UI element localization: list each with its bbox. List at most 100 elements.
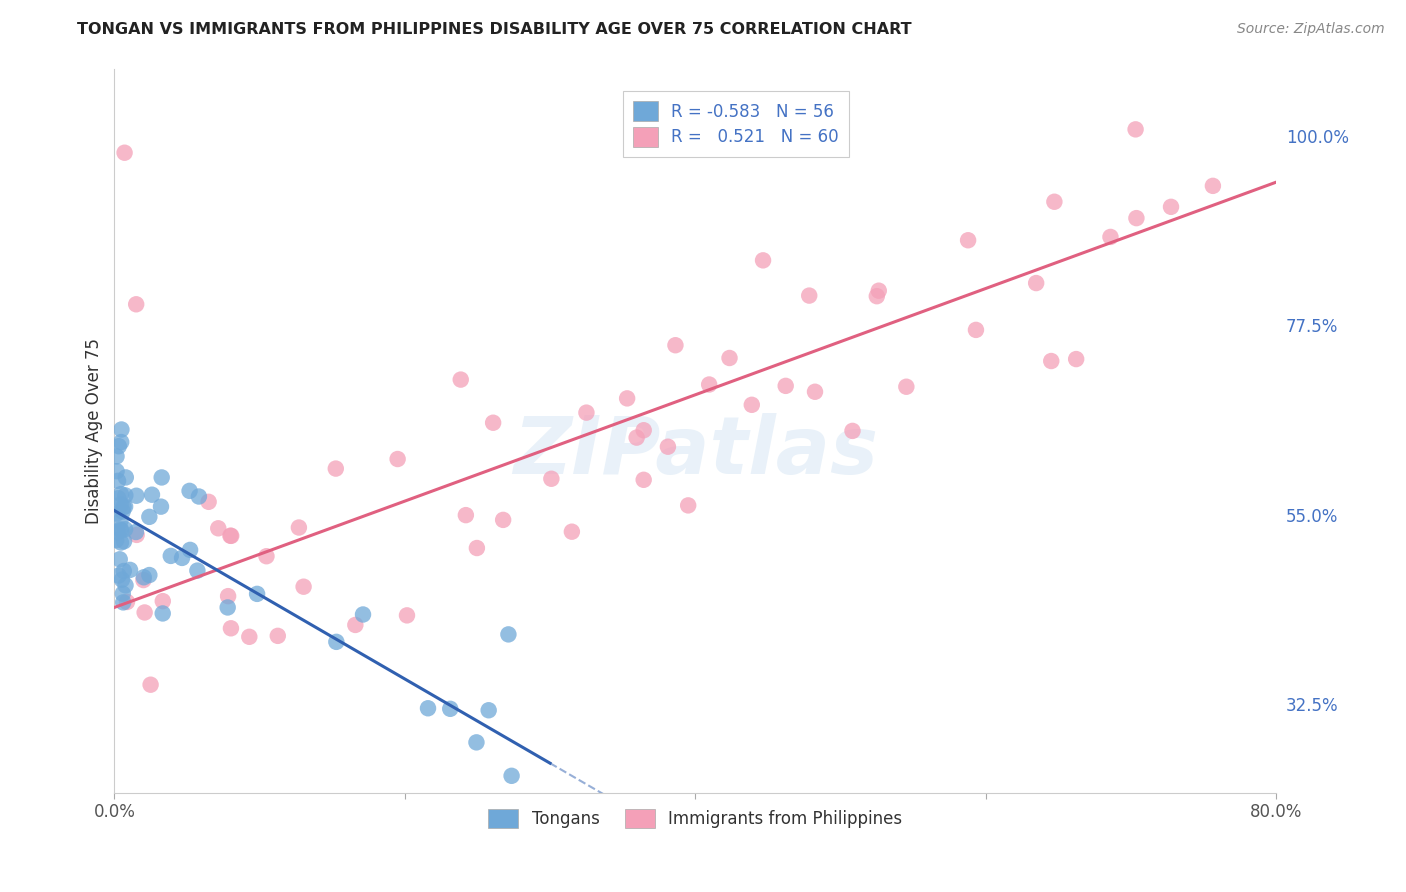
Point [179, 542, 201, 557]
Point [114, 145, 136, 160]
Point [150, 500, 173, 514]
Point [664, 338, 686, 352]
Point [108, 552, 131, 566]
Point [125, 524, 148, 539]
Point [478, 703, 501, 717]
Point [465, 735, 488, 749]
Point [115, 595, 138, 609]
Point [125, 489, 148, 503]
Point [138, 509, 160, 524]
Point [238, 630, 260, 644]
Point [697, 377, 720, 392]
Point [219, 621, 242, 635]
Point [633, 423, 655, 437]
Point [439, 702, 461, 716]
Point [325, 461, 347, 475]
Point [105, 450, 128, 464]
Point [105, 525, 128, 540]
Y-axis label: Disability Age Over 75: Disability Age Over 75 [86, 337, 103, 524]
Point [112, 595, 135, 609]
Point [866, 289, 889, 303]
Point [110, 514, 132, 528]
Point [186, 564, 208, 578]
Point [114, 522, 136, 536]
Point [256, 549, 278, 564]
Point [217, 589, 239, 603]
Point [633, 473, 655, 487]
Point [626, 431, 648, 445]
Point [110, 522, 132, 536]
Point [125, 297, 148, 311]
Text: TONGAN VS IMMIGRANTS FROM PHILIPPINES DISABILITY AGE OVER 75 CORRELATION CHART: TONGAN VS IMMIGRANTS FROM PHILIPPINES DI… [77, 22, 912, 37]
Point [139, 678, 162, 692]
Point [107, 568, 129, 582]
Point [1099, 230, 1122, 244]
Point [1160, 200, 1182, 214]
Point [152, 594, 174, 608]
Point [775, 379, 797, 393]
Point [105, 533, 128, 547]
Point [138, 568, 160, 582]
Point [325, 635, 347, 649]
Point [132, 573, 155, 587]
Point [110, 498, 132, 512]
Point [110, 524, 132, 538]
Point [105, 464, 128, 478]
Point [114, 470, 136, 484]
Point [112, 534, 135, 549]
Point [1043, 194, 1066, 209]
Point [141, 488, 163, 502]
Point [288, 520, 311, 534]
Legend: Tongans, Immigrants from Philippines: Tongans, Immigrants from Philippines [482, 803, 908, 835]
Text: Source: ZipAtlas.com: Source: ZipAtlas.com [1237, 22, 1385, 37]
Point [179, 483, 201, 498]
Point [387, 452, 409, 467]
Point [110, 487, 132, 501]
Point [1064, 352, 1087, 367]
Point [616, 392, 638, 406]
Point [395, 608, 418, 623]
Point [454, 508, 477, 523]
Point [540, 472, 562, 486]
Point [107, 491, 129, 506]
Point [112, 500, 135, 514]
Point [344, 618, 367, 632]
Point [965, 323, 987, 337]
Point [159, 549, 181, 563]
Point [841, 424, 863, 438]
Point [217, 600, 239, 615]
Point [1025, 276, 1047, 290]
Point [804, 384, 827, 399]
Point [118, 563, 141, 577]
Point [111, 573, 134, 587]
Point [246, 587, 269, 601]
Point [575, 406, 598, 420]
Point [114, 488, 136, 502]
Point [868, 284, 890, 298]
Point [657, 440, 679, 454]
Point [150, 470, 173, 484]
Point [1040, 354, 1063, 368]
Point [107, 474, 129, 488]
Point [741, 398, 763, 412]
Point [752, 253, 775, 268]
Point [482, 416, 505, 430]
Point [561, 524, 583, 539]
Point [799, 288, 821, 302]
Point [450, 373, 472, 387]
Point [292, 580, 315, 594]
Point [219, 529, 242, 543]
Point [492, 513, 515, 527]
Point [465, 541, 488, 555]
Point [107, 439, 129, 453]
Point [125, 528, 148, 542]
Point [134, 606, 156, 620]
Point [1125, 211, 1147, 226]
Point [1202, 178, 1225, 193]
Point [111, 504, 134, 518]
Point [896, 380, 918, 394]
Point [170, 550, 193, 565]
Point [110, 422, 132, 436]
Point [114, 578, 136, 592]
Point [152, 607, 174, 621]
